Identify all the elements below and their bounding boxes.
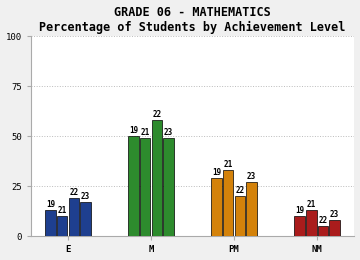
Bar: [45, 210, 56, 236]
Bar: [223, 170, 234, 236]
Bar: [57, 216, 67, 236]
Text: 23: 23: [247, 172, 256, 181]
Text: 23: 23: [164, 128, 173, 137]
Text: 21: 21: [58, 206, 67, 215]
Bar: [211, 178, 222, 236]
Text: 19: 19: [46, 200, 55, 209]
Text: 23: 23: [81, 192, 90, 201]
Bar: [246, 182, 257, 236]
Text: 21: 21: [224, 160, 233, 169]
Text: 22: 22: [152, 110, 162, 119]
Text: 19: 19: [212, 168, 221, 177]
Text: 19: 19: [295, 206, 304, 215]
Text: 22: 22: [69, 188, 78, 197]
Text: 19: 19: [129, 126, 138, 135]
Bar: [235, 196, 245, 236]
Title: GRADE 06 - MATHEMATICS
Percentage of Students by Achievement Level: GRADE 06 - MATHEMATICS Percentage of Stu…: [39, 5, 346, 34]
Bar: [80, 202, 91, 236]
Text: 23: 23: [330, 210, 339, 219]
Bar: [129, 136, 139, 236]
Bar: [140, 138, 150, 236]
Bar: [306, 210, 316, 236]
Text: 22: 22: [235, 186, 244, 195]
Bar: [163, 138, 174, 236]
Text: 21: 21: [307, 200, 316, 209]
Bar: [69, 198, 79, 236]
Text: 21: 21: [141, 128, 150, 137]
Bar: [318, 226, 328, 236]
Bar: [294, 216, 305, 236]
Bar: [329, 220, 340, 236]
Text: 22: 22: [318, 216, 328, 225]
Bar: [152, 120, 162, 236]
